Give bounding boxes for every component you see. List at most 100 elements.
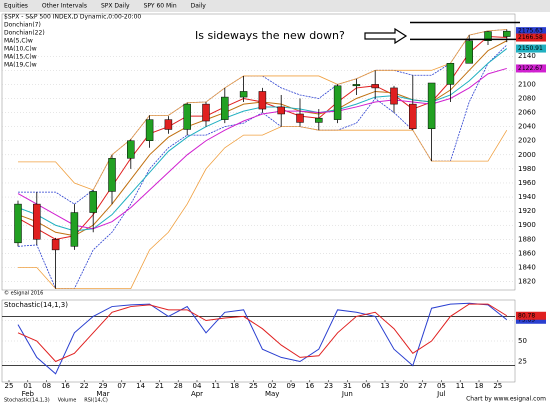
candle-body <box>14 203 22 244</box>
y-tick-label: 1940 <box>518 193 536 201</box>
x-tick-label: 05 <box>437 382 446 390</box>
x-tick-label: 22 <box>80 382 89 390</box>
x-tick-label: 29 <box>99 382 108 390</box>
x-tick-label: 11 <box>456 382 465 390</box>
y-tick-label: 2100 <box>518 80 536 88</box>
toolbar-item[interactable]: Daily <box>191 3 207 10</box>
value-box <box>516 64 546 73</box>
candle-body <box>371 84 379 89</box>
stochastic-line <box>17 303 508 363</box>
candle-body <box>352 84 361 87</box>
x-tick-label: 09 <box>287 382 296 390</box>
legend-entry: MA(10,C)w <box>4 46 37 53</box>
x-tick-label: 31 <box>343 382 352 390</box>
toolbar-item[interactable]: SPX Daily <box>101 3 130 10</box>
ma-line <box>17 67 507 230</box>
legend-entry: MA(15,C)w <box>4 54 37 61</box>
price-panel <box>1 13 516 291</box>
band-line <box>18 126 508 289</box>
band-line <box>18 29 507 191</box>
value-box-label: 2175.63 <box>518 28 543 35</box>
y-tick-label: 1820 <box>518 278 536 286</box>
y-tick-label: 2020 <box>518 137 536 145</box>
annotation: Is sideways the new down? <box>195 29 345 42</box>
candle-body <box>446 63 455 85</box>
x-tick-label: 25 <box>493 382 502 390</box>
value-box <box>516 33 546 42</box>
x-tick-label: 02 <box>268 382 277 390</box>
x-tick-label: 16 <box>305 382 314 390</box>
candle-body <box>239 91 248 98</box>
candle-body <box>427 82 436 130</box>
y-tick-label: 50 <box>518 337 527 345</box>
candle-body <box>296 113 304 123</box>
legend-entry: Donchian(22) <box>4 30 45 37</box>
candle-body <box>202 103 210 122</box>
candle-body <box>503 30 511 37</box>
toolbar-item[interactable]: SPY 60 Min <box>144 3 177 10</box>
value-box-label: 80.78 <box>518 312 535 319</box>
x-tick-label: 07 <box>117 382 126 390</box>
arrow <box>364 27 408 45</box>
candle-body <box>258 91 267 110</box>
tab[interactable]: RSI(14,C) <box>84 398 108 404</box>
x-tick-label: 13 <box>381 382 390 390</box>
value-box <box>516 311 546 320</box>
month-label: Apr <box>191 390 203 398</box>
y-tick-label: 2140 <box>518 52 536 60</box>
candle-body <box>33 203 41 240</box>
candle-body <box>465 40 473 64</box>
month-label: May <box>265 390 279 398</box>
candle-body <box>108 158 116 192</box>
x-tick-label: 25 <box>5 382 14 390</box>
watermark: © eSignal 2016 <box>4 290 43 297</box>
chart-title: $SPX - S&P 500 INDEX,D Dynamic,0:00-20:0… <box>4 14 141 21</box>
month-label: Jun <box>341 390 353 398</box>
y-tick-label: 2060 <box>518 109 536 117</box>
x-tick-label: 23 <box>324 382 333 390</box>
x-tick-label: 01 <box>23 382 32 390</box>
y-tick-label: 2000 <box>518 151 536 159</box>
x-tick-label: 06 <box>362 382 371 390</box>
y-tick-label: 1960 <box>518 179 536 187</box>
x-tick-label: 25 <box>249 382 258 390</box>
x-tick-label: 21 <box>155 382 164 390</box>
stochastic-line <box>17 302 508 375</box>
x-tick-label: 18 <box>230 382 239 390</box>
x-tick-label: 16 <box>61 382 70 390</box>
month-label: Mar <box>96 390 109 398</box>
candle-body <box>409 103 417 130</box>
candle-body <box>127 140 135 159</box>
candle-body <box>70 212 79 247</box>
candle-body <box>221 96 229 120</box>
tab[interactable]: Stochastic(14,1,3) <box>4 398 50 404</box>
tab[interactable]: Volume <box>58 398 77 404</box>
month-label: Feb <box>22 390 35 398</box>
toolbar-item[interactable]: Equities <box>4 3 28 10</box>
y-tick-label: 1880 <box>518 235 536 243</box>
x-tick-label: 14 <box>136 382 145 390</box>
x-tick-label: 20 <box>399 382 408 390</box>
toolbar-item[interactable]: Other Intervals <box>42 3 87 10</box>
value-box <box>516 315 546 324</box>
month-label: Jul <box>436 390 446 398</box>
candle-body <box>164 119 173 130</box>
credit: Chart by www.esignal.com <box>466 396 546 403</box>
legend-entry: Donchian(7) <box>4 22 41 29</box>
candle-body <box>315 117 323 123</box>
x-tick-label: 11 <box>211 382 220 390</box>
y-tick-label: 25 <box>518 358 527 366</box>
candle-body <box>183 103 191 130</box>
y-tick-label: 1860 <box>518 249 536 257</box>
y-tick-label: 1980 <box>518 165 536 173</box>
candle-body <box>333 85 342 120</box>
y-tick-label: 1920 <box>518 207 536 215</box>
stochastic-title: Stochastic(14,1,3) <box>4 301 68 309</box>
x-tick-label: 27 <box>418 382 427 390</box>
x-tick-label: 18 <box>475 382 484 390</box>
value-box <box>516 27 546 36</box>
x-tick-label: 04 <box>193 382 202 390</box>
value-box-label: 2150.91 <box>518 45 543 52</box>
